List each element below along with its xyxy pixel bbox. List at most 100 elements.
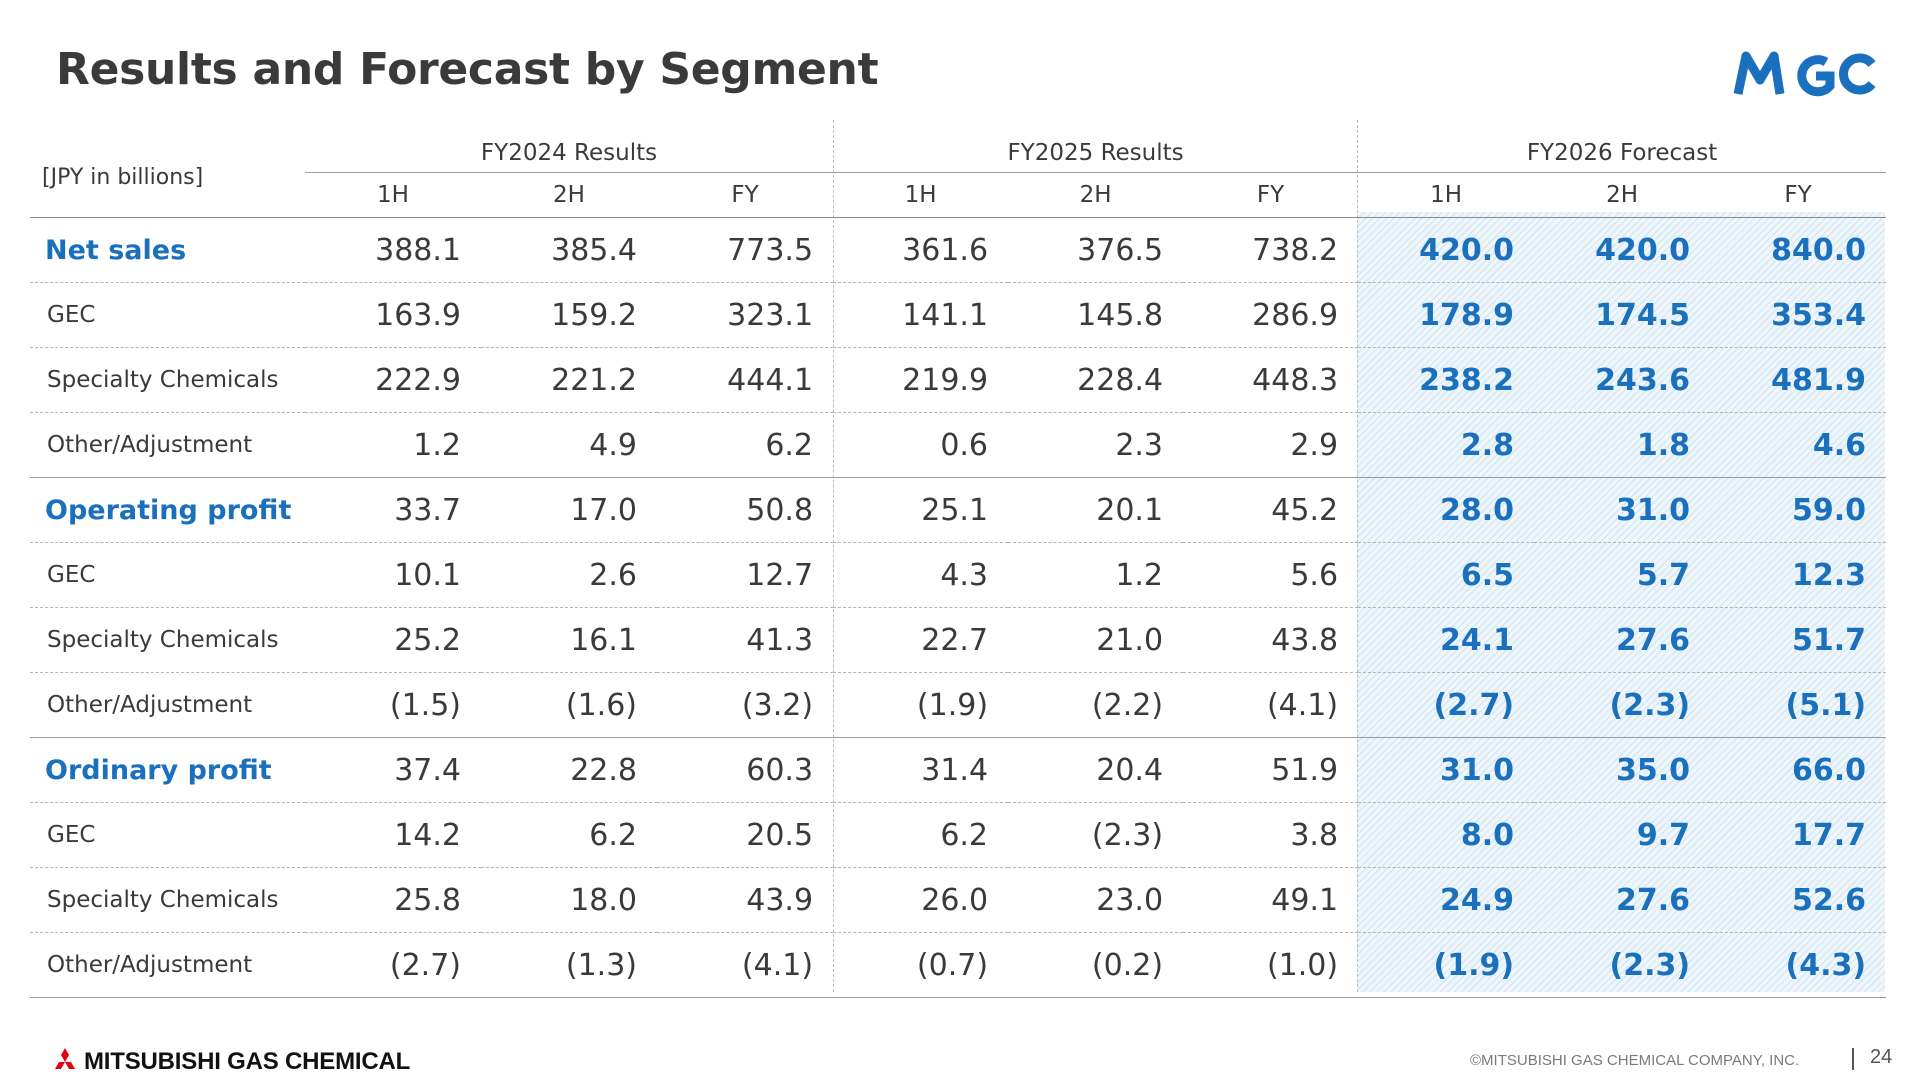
page-title: Results and Forecast by Segment — [56, 44, 879, 95]
result-cell: 50.8 — [657, 477, 834, 543]
mitsubishi-logo: MITSUBISHI GAS CHEMICAL — [50, 1048, 430, 1076]
result-cell: 4.9 — [481, 412, 657, 478]
result-cell: 444.1 — [657, 347, 834, 413]
result-cell: 22.8 — [481, 737, 657, 803]
result-cell: 10.1 — [305, 542, 481, 608]
table-row-segment: Other/Adjustment (1.5) (1.6) (3.2) (1.9) (2.2… — [30, 672, 1887, 738]
result-cell: 145.8 — [1008, 282, 1184, 348]
row-label: GEC — [30, 542, 305, 608]
result-cell: 2.6 — [481, 542, 657, 608]
forecast-cell: 353.4 — [1710, 282, 1887, 348]
result-cell: 141.1 — [833, 282, 1009, 348]
table-row-metric: Net sales 388.1 385.4 773.5 361.6 376.5 738.2 4… — [30, 217, 1887, 283]
result-cell: 60.3 — [657, 737, 834, 803]
result-cell: 17.0 — [481, 477, 657, 543]
footer-divider — [1852, 1048, 1854, 1070]
result-cell: 773.5 — [657, 217, 834, 283]
result-cell: 26.0 — [833, 867, 1009, 933]
result-cell: 5.6 — [1183, 542, 1359, 608]
period-header: 1H — [833, 172, 1009, 218]
result-cell: 3.8 — [1183, 802, 1359, 868]
period-header: 2H — [481, 172, 657, 218]
result-cell: 228.4 — [1008, 347, 1184, 413]
forecast-cell: 27.6 — [1534, 607, 1711, 673]
row-label: GEC — [30, 802, 305, 868]
period-header: 1H — [305, 172, 481, 218]
forecast-cell: 6.5 — [1358, 542, 1535, 608]
forecast-cell: (4.3) — [1710, 932, 1887, 998]
table-body: Net sales 388.1 385.4 773.5 361.6 376.5 738.2 4… — [30, 217, 1887, 998]
result-cell: 219.9 — [833, 347, 1009, 413]
table-row-segment: Specialty Chemicals 25.8 18.0 43.9 26.0 23.0 4… — [30, 867, 1887, 933]
result-cell: 6.2 — [481, 802, 657, 868]
group-header-fy2025: FY2025 Results — [833, 120, 1359, 173]
row-label: Ordinary profit — [30, 737, 305, 803]
forecast-cell: 51.7 — [1710, 607, 1887, 673]
forecast-cell: 420.0 — [1358, 217, 1535, 283]
result-cell: 385.4 — [481, 217, 657, 283]
period-header: 2H — [1008, 172, 1184, 218]
forecast-cell: 4.6 — [1710, 412, 1887, 478]
period-header: 2H — [1534, 172, 1711, 218]
result-cell: 37.4 — [305, 737, 481, 803]
table-row-segment: GEC 163.9 159.2 323.1 141.1 145.8 286.9 178.9 17… — [30, 282, 1887, 348]
segment-results-table: FY2024 Results FY2025 Results FY2026 For… — [30, 120, 1887, 998]
row-label: Specialty Chemicals — [30, 347, 305, 413]
result-cell: 388.1 — [305, 217, 481, 283]
result-cell: 4.3 — [833, 542, 1009, 608]
forecast-cell: 243.6 — [1534, 347, 1711, 413]
result-cell: 45.2 — [1183, 477, 1359, 543]
result-cell: 20.4 — [1008, 737, 1184, 803]
forecast-cell: 9.7 — [1534, 802, 1711, 868]
result-cell: 2.3 — [1008, 412, 1184, 478]
result-cell: (1.9) — [833, 672, 1009, 738]
table-row-metric: Ordinary profit 37.4 22.8 60.3 31.4 20.4 51.9 3… — [30, 737, 1887, 803]
row-label: Specialty Chemicals — [30, 607, 305, 673]
group-header-row: FY2024 Results FY2025 Results FY2026 For… — [30, 120, 1887, 173]
forecast-cell: 28.0 — [1358, 477, 1535, 543]
forecast-cell: 24.9 — [1358, 867, 1535, 933]
forecast-cell: 2.8 — [1358, 412, 1535, 478]
result-cell: 43.9 — [657, 867, 834, 933]
result-cell: 163.9 — [305, 282, 481, 348]
segment-table-container: FY2024 Results FY2025 Results FY2026 For… — [30, 120, 1887, 998]
result-cell: (2.2) — [1008, 672, 1184, 738]
period-header: FY — [657, 172, 834, 218]
forecast-cell: 31.0 — [1358, 737, 1535, 803]
forecast-cell: 24.1 — [1358, 607, 1535, 673]
result-cell: 1.2 — [1008, 542, 1184, 608]
result-cell: (4.1) — [657, 932, 834, 998]
table-row-segment: Other/Adjustment 1.2 4.9 6.2 0.6 2.3 2.9 2.8 1.8… — [30, 412, 1887, 478]
forecast-cell: 17.7 — [1710, 802, 1887, 868]
row-label: Net sales — [30, 217, 305, 283]
result-cell: 323.1 — [657, 282, 834, 348]
forecast-cell: 31.0 — [1534, 477, 1711, 543]
period-header: 1H — [1358, 172, 1535, 218]
forecast-cell: 178.9 — [1358, 282, 1535, 348]
forecast-cell: 5.7 — [1534, 542, 1711, 608]
result-cell: 286.9 — [1183, 282, 1359, 348]
result-cell: 20.5 — [657, 802, 834, 868]
period-header-row: [JPY in billions] 1H 2H FY 1H 2H FY 1H 2… — [30, 164, 1887, 218]
table-row-segment: Other/Adjustment (2.7) (1.3) (4.1) (0.7) (0.2… — [30, 932, 1887, 998]
forecast-cell: 1.8 — [1534, 412, 1711, 478]
row-label: Other/Adjustment — [30, 672, 305, 738]
result-cell: 221.2 — [481, 347, 657, 413]
result-cell: 159.2 — [481, 282, 657, 348]
forecast-cell: 27.6 — [1534, 867, 1711, 933]
result-cell: (1.3) — [481, 932, 657, 998]
result-cell: 25.2 — [305, 607, 481, 673]
result-cell: 738.2 — [1183, 217, 1359, 283]
result-cell: 2.9 — [1183, 412, 1359, 478]
result-cell: (0.7) — [833, 932, 1009, 998]
result-cell: 25.8 — [305, 867, 481, 933]
result-cell: 6.2 — [833, 802, 1009, 868]
table-row-segment: Specialty Chemicals 222.9 221.2 444.1 219.9 2… — [30, 347, 1887, 413]
result-cell: 51.9 — [1183, 737, 1359, 803]
row-label: Other/Adjustment — [30, 412, 305, 478]
mgc-logo — [1733, 51, 1876, 97]
result-cell: 361.6 — [833, 217, 1009, 283]
result-cell: 21.0 — [1008, 607, 1184, 673]
result-cell: 25.1 — [833, 477, 1009, 543]
group-header-fy2024: FY2024 Results — [305, 120, 834, 173]
